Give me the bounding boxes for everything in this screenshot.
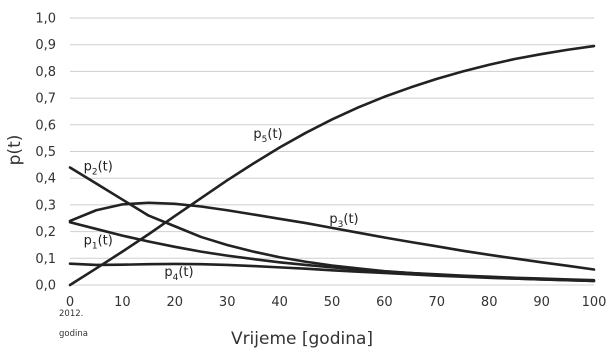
x-tick-label: 80	[481, 295, 498, 310]
y-tick-label: 0,4	[35, 172, 56, 187]
series-label-p1: p1(t)	[84, 233, 113, 251]
x-tick-note-year: 2012.	[59, 309, 83, 319]
y-tick-label: 0,7	[35, 92, 56, 107]
y-tick-labels: 0,0 0,1 0,2 0,3 0,4 0,5 0,6 0,7 0,8 0,9 1,0	[35, 12, 56, 294]
y-tick-label: 0,5	[35, 145, 56, 160]
series-label-p2: p2(t)	[84, 160, 113, 178]
x-tick-label: 20	[167, 295, 184, 310]
x-tick-label: 10	[114, 295, 131, 310]
y-tick-label: 0,3	[35, 198, 56, 213]
x-tick-label: 30	[219, 295, 236, 310]
y-tick-label: 0,0	[35, 279, 56, 294]
x-tick-label: 100	[582, 295, 607, 310]
y-tick-label: 0,9	[35, 38, 56, 53]
y-tick-label: 0,6	[35, 118, 56, 133]
x-tick-note-unit: godina	[59, 329, 88, 339]
series-label-p3: p3(t)	[329, 212, 358, 230]
x-tick-label: 50	[324, 295, 341, 310]
x-tick-labels: 0 10 20 30 40 50 60 70 80 90 100	[66, 295, 607, 310]
x-tick-label: 60	[376, 295, 393, 310]
y-tick-label: 0,2	[35, 225, 56, 240]
x-tick-label: 90	[533, 295, 550, 310]
series-lines	[68, 44, 596, 287]
series-label-p5: p5(t)	[253, 127, 282, 145]
x-tick-label: 70	[429, 295, 446, 310]
series-line-p3	[68, 201, 596, 271]
x-axis-label: Vrijeme [godina]	[231, 329, 373, 348]
y-tick-label: 1,0	[35, 12, 56, 27]
series-labels: p1(t) p2(t) p3(t) p4(t) p5(t)	[84, 127, 359, 283]
series-line-p4	[68, 262, 596, 283]
series-label-p4: p4(t)	[164, 265, 193, 283]
y-tick-label: 0,8	[35, 65, 56, 80]
x-tick-label: 40	[271, 295, 288, 310]
y-tick-label: 0,1	[35, 252, 56, 267]
x-tick-label: 0	[66, 295, 74, 310]
gridlines	[70, 17, 594, 286]
y-axis-label: p(t)	[5, 135, 25, 166]
series-line-p5	[68, 44, 596, 287]
